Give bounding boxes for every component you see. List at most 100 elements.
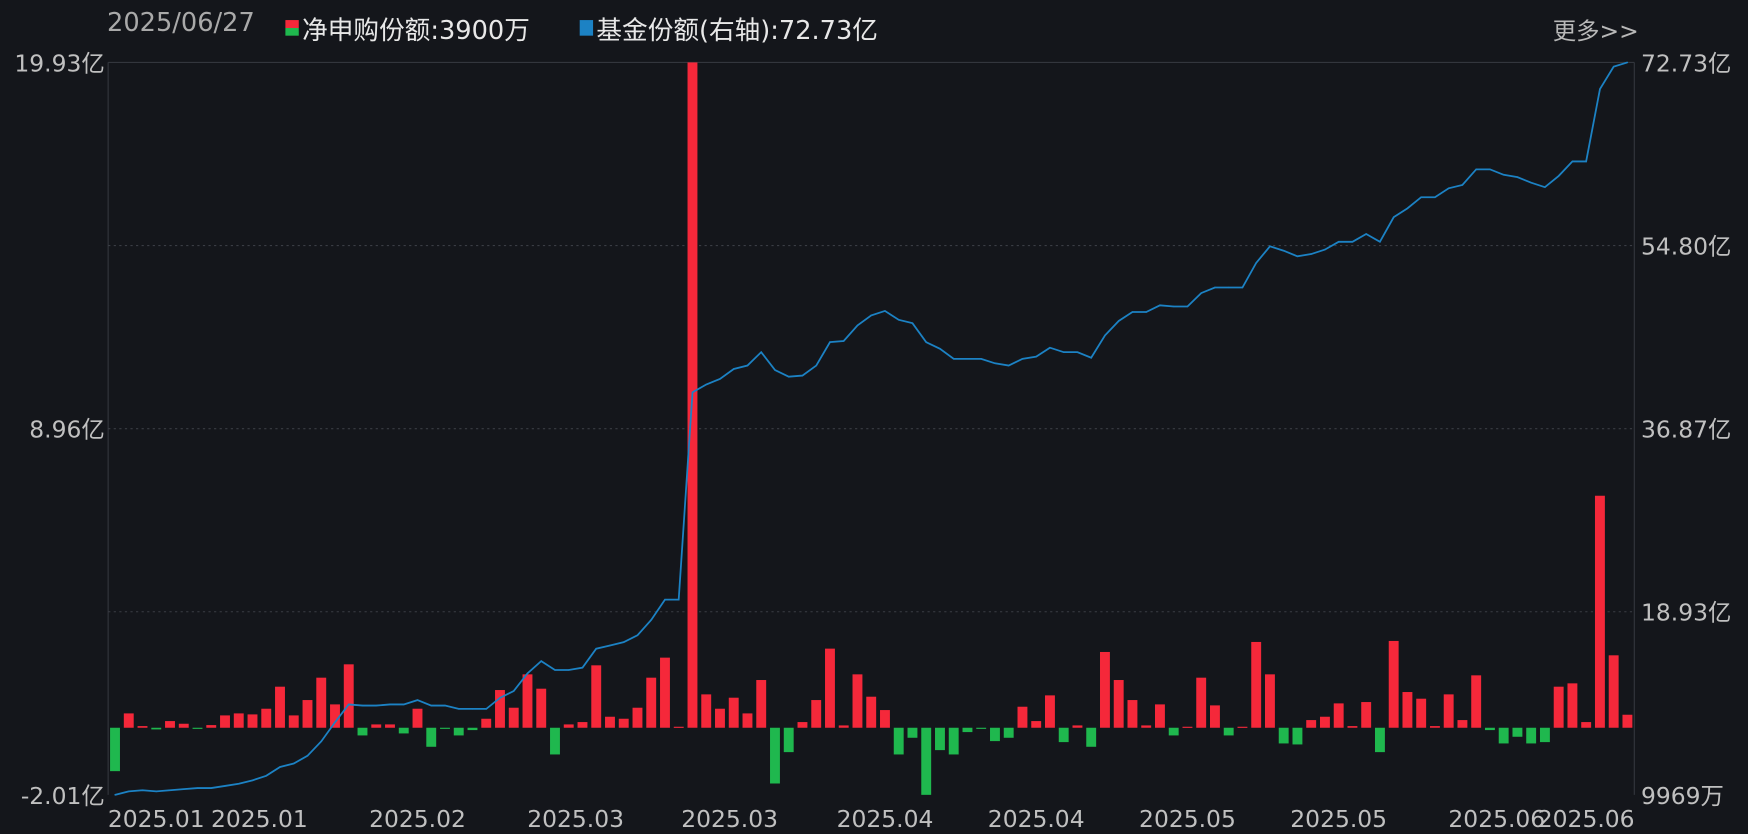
fund-shares-point [1008,364,1010,367]
net-subscription-bar [165,721,175,728]
fund-shares-point [774,369,776,371]
net-subscription-bar [1031,721,1042,728]
net-subscription-bar [123,713,134,728]
fund-shares-point [540,660,542,662]
fund-shares-point [444,704,446,707]
fund-shares-point [1228,286,1230,289]
x-axis-label: 2025.02 [369,805,466,833]
net-subscription-bar [550,727,560,755]
net-subscription-bar [192,727,203,729]
net-subscription-bar [247,714,258,728]
net-subscription-bar [1581,722,1592,728]
fund-shares-point [196,787,199,789]
fund-shares-point [1104,334,1106,337]
net-subscription-bar [220,715,230,728]
net-subscription-bar [1264,674,1275,728]
fund-shares-point [348,703,350,706]
fund-shares-point [251,779,254,781]
net-subscription-bar [1045,695,1055,728]
blue-square-icon [579,20,594,36]
net-subscription-bar [632,707,643,728]
net-subscription-bar [660,657,670,728]
net-subscription-bar [1100,651,1110,728]
fund-shares-point [141,789,144,791]
net-subscription-bar [1484,727,1495,731]
fund-shares-point [155,790,157,793]
fund-shares-point [705,383,707,386]
fund-shares-point [1558,175,1560,177]
fund-shares-point [128,790,130,793]
legend-fund-shares[interactable]: 基金份额(右轴):72.73亿 [579,9,878,47]
fund-shares-point [623,641,625,643]
fund-shares-line [114,61,1628,796]
net-subscription-bar [206,725,217,728]
fund-shares-point [966,358,969,360]
fund-shares-point [1200,292,1202,294]
fund-shares-point [1296,255,1299,257]
net-subscription-bar [701,694,712,728]
fund-shares-point [1159,304,1161,307]
net-subscription-bar [591,665,602,728]
net-subscription-bar [825,648,835,728]
fund-shares-point [1475,168,1477,171]
fund-shares-point [870,314,872,317]
fund-shares-point [650,619,652,621]
net-subscription-bar [178,723,189,728]
left-axis-label: 8.96亿 [29,416,105,444]
net-subscription-bar [288,715,299,728]
net-subscription-bar [797,722,808,728]
fund-shares-point [1393,216,1395,218]
net-subscription-bar [1429,726,1440,728]
fund-shares-point [361,704,364,707]
net-subscription-bar [1553,686,1564,728]
fund-shares-point [1269,245,1271,247]
fund-shares-point [568,669,570,671]
fund-shares-point [829,341,831,343]
fund-shares-point [279,766,281,768]
fund-shares-point [210,787,212,789]
fund-shares-point [856,324,859,327]
net-subscription-bar [646,677,657,728]
fund-shares-point [320,740,322,742]
fund-shares-point [1255,262,1257,264]
net-subscription-bar [1168,727,1179,736]
fund-shares-point [513,690,515,692]
fund-shares-point [691,391,694,393]
fund-shares-point [334,721,336,723]
legend-net-subscription[interactable]: 净申购份额:3900万 [285,9,530,47]
net-subscription-bar [1374,727,1385,753]
more-link[interactable]: 更多>> [1552,17,1639,45]
fund-shares-point [1076,351,1079,353]
right-axis-label: 18.93亿 [1641,599,1731,627]
fund-shares-point [1049,347,1051,349]
fund-shares-point [1599,88,1601,90]
net-subscription-bar [1402,692,1413,728]
fund-shares-point [526,672,529,674]
x-axis-label: 2025.01 [108,805,205,833]
fund-shares-point [994,362,996,364]
fund-shares-point [265,775,267,777]
net-subscription-bar [1141,725,1152,728]
fund-shares-point [554,669,556,671]
fund-shares-point [1145,311,1147,313]
net-subscription-bar [1196,677,1207,728]
net-subscription-bar [110,727,120,772]
fund-shares-point [719,378,721,380]
net-subscription-bar [426,727,437,747]
net-subscription-bar [1223,727,1234,736]
net-subscription-bar [151,727,162,730]
net-subscription-bar [1388,640,1399,728]
net-subscription-bar [261,708,272,728]
fund-shares-point [1420,196,1422,198]
net-subscription-bar [976,727,987,729]
fund-shares-point [801,374,804,377]
net-subscription-bar [893,727,904,755]
net-subscription-bar [330,704,340,728]
fund-shares-point [884,310,886,312]
net-subscription-bar [1443,694,1454,728]
right-axis-label: 54.80亿 [1641,232,1731,260]
right-axis-label: 72.73亿 [1641,49,1731,77]
net-subscription-bar [811,700,822,728]
fund-shares-point [1406,207,1409,210]
